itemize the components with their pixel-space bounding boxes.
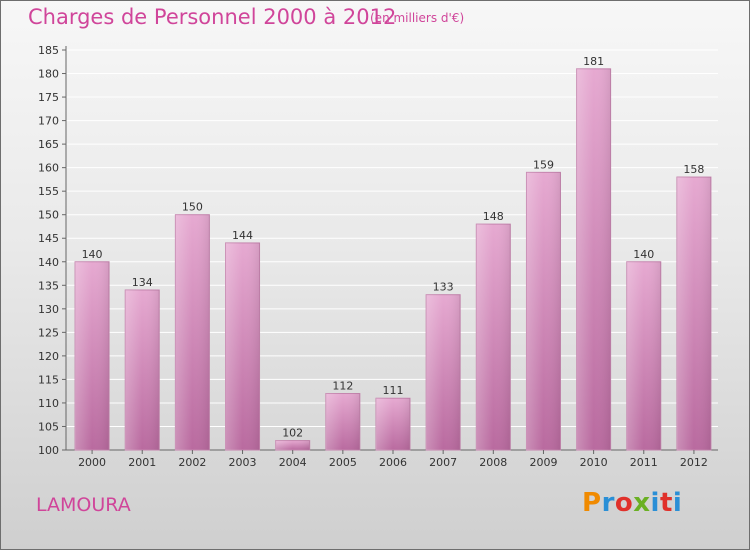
x-tick-label: 2008 bbox=[479, 456, 507, 469]
y-tick-label: 100 bbox=[38, 444, 59, 457]
x-tick-label: 2004 bbox=[279, 456, 307, 469]
y-tick-label: 125 bbox=[38, 326, 59, 339]
y-tick-label: 150 bbox=[38, 209, 59, 222]
x-tick-label: 2009 bbox=[529, 456, 557, 469]
bar-value-label: 158 bbox=[683, 163, 704, 176]
y-tick-label: 115 bbox=[38, 373, 59, 386]
location-label: LAMOURA bbox=[36, 494, 131, 516]
bar-shine bbox=[426, 294, 461, 450]
bar-shine bbox=[626, 261, 661, 450]
bar-value-label: 112 bbox=[332, 380, 353, 393]
y-tick-label: 130 bbox=[38, 303, 59, 316]
bar-value-label: 144 bbox=[232, 229, 253, 242]
x-tick-label: 2011 bbox=[630, 456, 658, 469]
proxiti-logo: Proxiti bbox=[582, 488, 682, 518]
y-tick-label: 135 bbox=[38, 279, 59, 292]
y-tick-label: 155 bbox=[38, 185, 59, 198]
bar-shine bbox=[175, 214, 210, 450]
y-tick-label: 175 bbox=[38, 91, 59, 104]
bar-shine bbox=[125, 290, 160, 450]
logo-letter: x bbox=[633, 488, 651, 518]
logo-letter: i bbox=[672, 488, 683, 518]
bar-value-label: 111 bbox=[383, 384, 404, 397]
y-tick-label: 160 bbox=[38, 162, 59, 175]
bar-value-label: 133 bbox=[433, 281, 454, 294]
logo-letter: o bbox=[614, 488, 634, 518]
x-tick-label: 2005 bbox=[329, 456, 357, 469]
bar-value-label: 181 bbox=[583, 55, 604, 68]
y-tick-label: 110 bbox=[38, 397, 59, 410]
x-tick-label: 2001 bbox=[128, 456, 156, 469]
y-tick-label: 140 bbox=[38, 256, 59, 269]
x-tick-label: 2010 bbox=[580, 456, 608, 469]
logo-letter: r bbox=[601, 488, 615, 518]
x-tick-label: 2002 bbox=[178, 456, 206, 469]
logo-letter: t bbox=[659, 488, 673, 518]
y-tick-label: 145 bbox=[38, 232, 59, 245]
y-tick-label: 120 bbox=[38, 350, 59, 363]
bar-value-label: 140 bbox=[82, 248, 103, 261]
bar-shine bbox=[325, 393, 360, 450]
bar-value-label: 140 bbox=[633, 248, 654, 261]
x-tick-label: 2007 bbox=[429, 456, 457, 469]
bar-value-label: 148 bbox=[483, 210, 504, 223]
logo-letter: P bbox=[582, 488, 602, 518]
bar-value-label: 150 bbox=[182, 201, 203, 214]
bar-value-label: 134 bbox=[132, 276, 153, 289]
bar-shine bbox=[476, 224, 511, 450]
bar-shine bbox=[376, 398, 410, 450]
y-tick-label: 185 bbox=[38, 44, 59, 57]
bar-value-label: 102 bbox=[282, 427, 303, 440]
x-tick-label: 2003 bbox=[229, 456, 257, 469]
y-tick-label: 105 bbox=[38, 420, 59, 433]
x-tick-label: 2012 bbox=[680, 456, 708, 469]
bar-shine bbox=[275, 440, 310, 450]
x-tick-label: 2006 bbox=[379, 456, 407, 469]
chart-title: Charges de Personnel 2000 à 2012 bbox=[28, 5, 397, 29]
logo-letter: i bbox=[650, 488, 660, 518]
y-tick-label: 180 bbox=[38, 68, 59, 81]
bar-shine bbox=[576, 68, 611, 450]
chart-subtitle: (en milliers d'€) bbox=[370, 11, 465, 25]
bar-shine bbox=[676, 177, 711, 450]
bar-shine bbox=[75, 261, 110, 450]
x-tick-label: 2000 bbox=[78, 456, 106, 469]
bar-shine bbox=[225, 242, 260, 450]
y-tick-label: 170 bbox=[38, 115, 59, 128]
y-tick-label: 165 bbox=[38, 138, 59, 151]
bar-value-label: 159 bbox=[533, 158, 554, 171]
bar-shine bbox=[526, 172, 561, 450]
